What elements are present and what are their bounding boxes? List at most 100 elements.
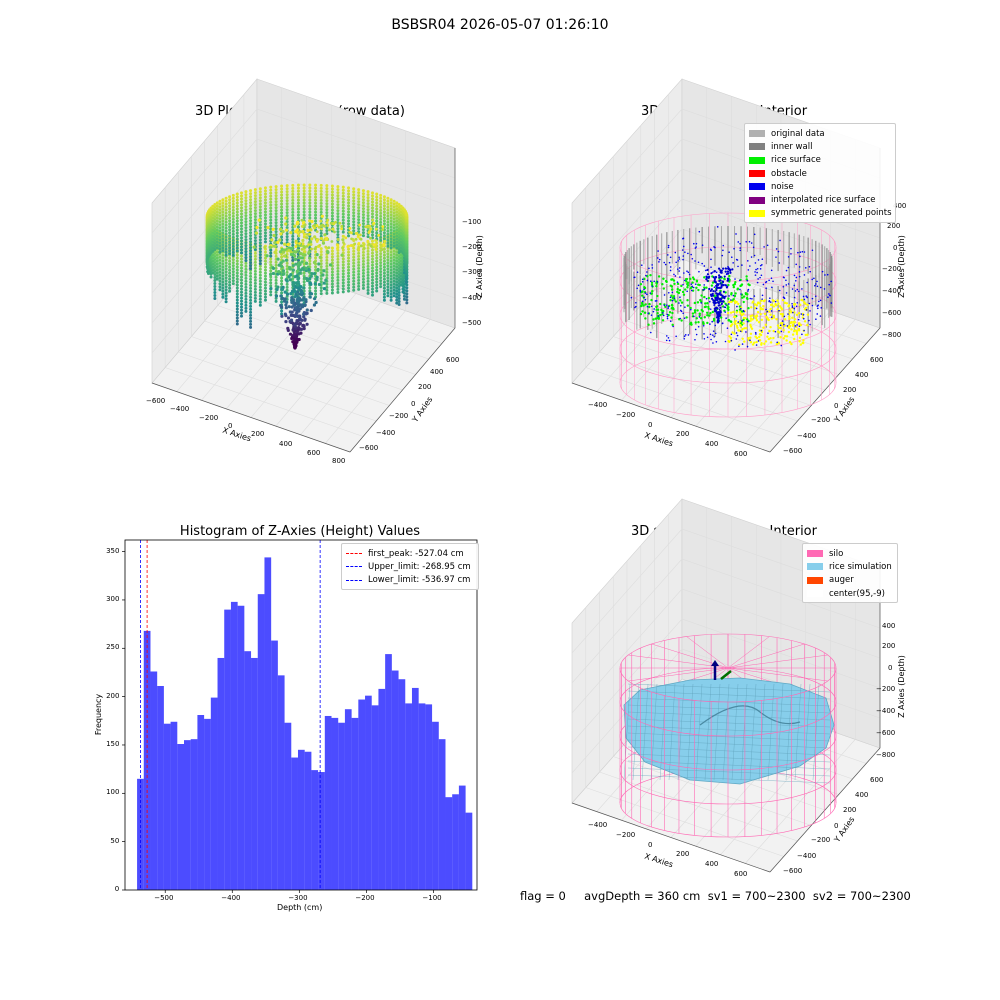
raw-point	[404, 274, 408, 278]
raw-point	[370, 206, 374, 210]
noise-point	[793, 274, 796, 277]
raw-point	[285, 279, 289, 283]
noise-point	[717, 314, 720, 317]
raw-point	[263, 259, 267, 263]
raw-point	[302, 256, 306, 260]
legend-swatch	[807, 563, 823, 571]
histogram-bar	[425, 704, 433, 890]
raw-point	[296, 240, 300, 244]
raw-point	[211, 235, 215, 239]
raw-point	[302, 301, 306, 305]
raw-point	[366, 282, 370, 286]
rice-mesh-line	[686, 683, 694, 781]
raw-point	[224, 255, 228, 259]
rice-surface-point	[699, 298, 702, 302]
symmetric-point	[734, 322, 737, 326]
legend-entry: interpolated rice surface	[749, 193, 891, 206]
raw-point	[269, 203, 273, 207]
raw-point	[240, 242, 244, 246]
raw-point	[330, 217, 334, 221]
raw-point	[379, 261, 383, 265]
legend-swatch	[749, 143, 765, 151]
raw-point	[397, 203, 401, 207]
raw-point	[325, 246, 329, 250]
raw-point	[302, 213, 306, 217]
raw-point	[253, 290, 257, 294]
raw-point	[263, 195, 267, 199]
raw-point	[404, 265, 408, 269]
raw-point	[352, 282, 356, 286]
raw-point	[299, 289, 304, 294]
raw-point	[281, 250, 286, 254]
raw-point	[397, 218, 401, 222]
raw-point	[280, 220, 284, 224]
raw-point	[253, 293, 257, 297]
raw-point	[291, 281, 295, 285]
noise-point	[721, 295, 724, 299]
raw-point	[272, 233, 276, 238]
noise-point	[666, 304, 668, 306]
rice-surface-point	[656, 294, 659, 298]
raw-point	[289, 252, 294, 257]
raw-point	[208, 223, 212, 227]
raw-point	[283, 248, 287, 252]
raw-point	[213, 254, 217, 258]
raw-point	[228, 244, 232, 248]
noise-point	[684, 334, 687, 336]
raw-point	[297, 271, 301, 275]
raw-point	[361, 253, 365, 257]
legend-swatch	[749, 196, 765, 204]
raw-point	[330, 288, 334, 292]
symmetric-point	[787, 305, 790, 308]
raw-point	[299, 252, 303, 256]
raw-point	[215, 256, 219, 260]
raw-point	[263, 207, 267, 211]
silo-spoke	[727, 643, 805, 669]
raw-point	[282, 254, 287, 258]
raw-point	[296, 295, 300, 299]
raw-point	[291, 243, 295, 247]
raw-point	[208, 250, 212, 254]
grid-line	[151, 138, 456, 264]
raw-point	[221, 256, 225, 260]
raw-point	[302, 274, 306, 278]
rice-mesh-line	[623, 683, 631, 781]
raw-point	[341, 251, 345, 255]
raw-point	[347, 195, 351, 199]
raw-point	[336, 290, 340, 294]
raw-point	[298, 303, 302, 307]
raw-point	[258, 190, 262, 194]
raw-point	[211, 243, 215, 247]
raw-point	[231, 247, 235, 251]
raw-point	[244, 199, 248, 203]
noise-point	[709, 308, 712, 310]
raw-point	[382, 228, 386, 232]
grid-line	[243, 274, 442, 344]
raw-point	[379, 202, 383, 206]
raw-point	[404, 265, 408, 269]
raw-point	[369, 227, 373, 231]
rice-surface-point	[709, 312, 712, 315]
raw-point	[291, 207, 295, 211]
silo-ring-back	[619, 701, 837, 737]
raw-point	[209, 218, 213, 222]
raw-point	[389, 247, 393, 251]
raw-point	[228, 249, 232, 253]
raw-point	[253, 233, 257, 237]
raw-point	[302, 266, 306, 270]
rice-surface-point	[728, 278, 731, 282]
raw-point	[366, 217, 370, 221]
raw-point	[253, 245, 257, 249]
raw-point	[382, 195, 386, 199]
raw-point	[366, 229, 370, 233]
raw-point	[295, 322, 299, 326]
raw-point	[206, 253, 210, 257]
symmetric-point	[778, 331, 781, 334]
raw-point	[346, 245, 350, 249]
raw-point	[266, 226, 270, 230]
raw-point	[291, 300, 295, 304]
raw-point	[361, 231, 365, 235]
raw-point	[206, 222, 210, 226]
symmetric-point	[801, 298, 804, 302]
raw-point	[269, 257, 273, 261]
